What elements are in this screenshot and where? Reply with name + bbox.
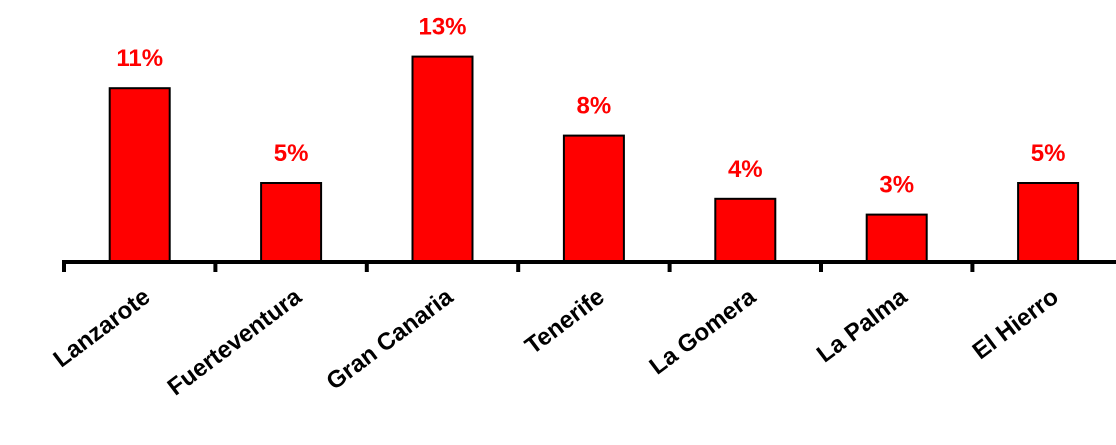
category-label-tenerife: Tenerife <box>520 283 609 360</box>
bars-group <box>108 55 1080 264</box>
bar-lanzarote <box>108 87 171 263</box>
data-label-tenerife: 8% <box>577 93 612 120</box>
bar-fuerteventura <box>260 182 323 263</box>
x-axis-ticks <box>62 262 975 272</box>
category-label-gran-canaria: Gran Canaria <box>321 283 458 396</box>
category-labels-group: Lanzarote Fuerteventura Gran Canaria Teneri… <box>49 283 1064 401</box>
data-label-el-hierro: 5% <box>1031 140 1066 167</box>
data-label-lanzarote: 11% <box>116 45 163 72</box>
bar-la-gomera <box>714 197 777 264</box>
data-label-fuerteventura: 5% <box>274 140 309 167</box>
category-label-lanzarote: Lanzarote <box>49 283 156 373</box>
bar-la-palma <box>865 213 928 264</box>
bar-tenerife <box>562 134 625 264</box>
category-label-la-gomera: La Gomera <box>645 283 762 380</box>
category-label-el-hierro: El Hierro <box>968 283 1064 365</box>
bar-el-hierro <box>1017 182 1080 263</box>
category-label-fuerteventura: Fuerteventura <box>163 283 308 401</box>
bar-gran-canaria <box>411 55 474 263</box>
data-label-la-palma: 3% <box>879 172 914 199</box>
category-label-la-palma: La Palma <box>812 283 913 368</box>
data-label-gran-canaria: 13% <box>418 14 466 41</box>
data-label-la-gomera: 4% <box>728 156 763 183</box>
data-labels-group: 11% 5% 13% 8% 4% 3% 5% <box>116 14 1065 199</box>
